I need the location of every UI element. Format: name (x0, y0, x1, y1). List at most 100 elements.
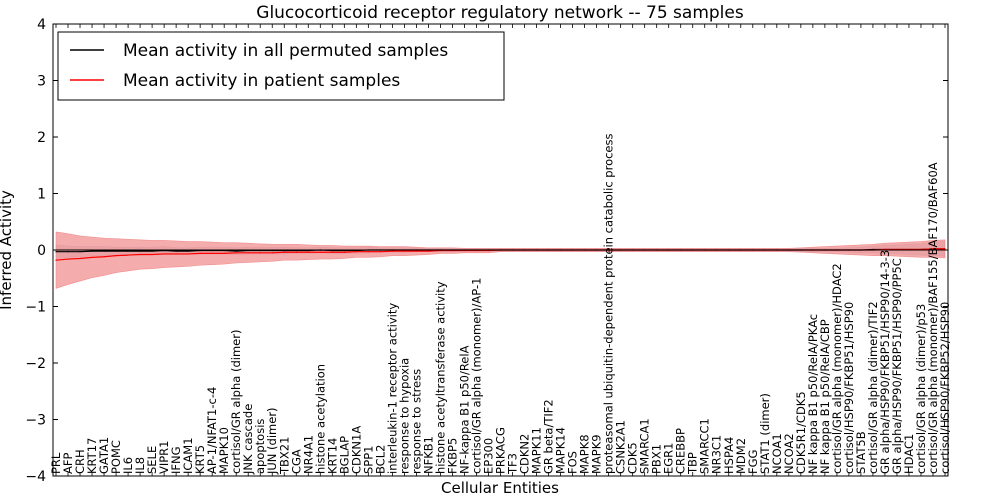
data-point (211, 252, 213, 254)
legend: Mean activity in all permuted samples Me… (57, 31, 505, 101)
x-tick-label: MAPK14 (554, 427, 568, 474)
data-point (259, 252, 261, 254)
x-tick-label: CREBBP (674, 428, 688, 474)
data-point (67, 258, 69, 260)
data-point (932, 248, 934, 250)
x-tick-label: proteasomal ubiquitin-dependent protein … (602, 133, 616, 474)
x-tick-label: STAT1 (dimer) (758, 393, 772, 474)
x-tick-label: FOS (566, 451, 580, 474)
data-point (151, 253, 153, 256)
x-tick-label: interleukin-1 receptor activity (385, 303, 399, 474)
x-tick-label: JNK cascade (241, 404, 255, 475)
x-tick-label: NF kappa B1 p50/RelA/CBP (818, 319, 832, 474)
legend-label-permuted: Mean activity in all permuted samples (123, 41, 448, 61)
data-point (91, 250, 93, 252)
data-point (235, 250, 237, 252)
x-tick-label: MAPK11 (530, 427, 544, 474)
x-tick-label: FGG (746, 450, 760, 474)
x-axis-label: Cellular Entities (441, 479, 559, 497)
y-tick-label: 3 (37, 74, 46, 90)
x-tick-label: PRL (49, 452, 63, 474)
data-point (187, 253, 189, 255)
data-point (187, 250, 189, 252)
x-tick-label: CDKN2 (518, 434, 532, 474)
data-point (223, 252, 225, 254)
data-point (331, 251, 333, 253)
x-tick-label: KRT17 (85, 438, 99, 474)
x-tick-label: cortisol/GR alpha (monomer)/BAF155/BAF17… (926, 162, 940, 474)
x-tick-label: histone acetyltransferase activity (433, 281, 447, 474)
x-tick-label: KRT14 (325, 438, 339, 474)
x-axis: PRLAFPCRHKRT17GATA1POMCIL6IL8SELEVIPR1IF… (49, 24, 952, 476)
data-point (271, 252, 273, 254)
x-tick-label: TF3 (506, 453, 520, 475)
data-point (139, 253, 141, 256)
band-patient (55, 231, 946, 289)
data-point (163, 253, 165, 255)
x-tick-label: MDM2 (734, 438, 748, 474)
x-tick-label: NR3C1 (710, 435, 724, 474)
x-tick-label: MAPK9 (590, 434, 604, 474)
data-point (55, 251, 57, 253)
data-point (55, 259, 57, 261)
x-tick-label: HDAC1 (902, 434, 916, 474)
x-tick-label: cortisol/GR alpha (dimer) (229, 330, 243, 474)
data-point (379, 251, 381, 253)
x-tick-label: NF-kappa B1 p50/RelA (457, 345, 471, 474)
x-tick-label: TBP (686, 452, 700, 475)
data-point (175, 253, 177, 255)
x-tick-label: GATA1 (97, 437, 111, 474)
data-point (415, 250, 418, 252)
x-tick-label: NCOA1 (770, 433, 784, 474)
data-point (343, 251, 345, 253)
x-tick-label: SELE (145, 446, 159, 474)
data-point (175, 250, 177, 252)
y-tick-label: −4 (25, 469, 46, 485)
y-tick-label: 1 (37, 187, 46, 203)
x-tick-label: NF kappa B1 p50/RelA/PKAc (806, 314, 820, 474)
data-point (391, 250, 393, 252)
x-tick-label: MAPK10 (217, 427, 231, 474)
data-point (295, 251, 297, 253)
data-point (427, 250, 430, 252)
x-tick-label: cortisol/GR alpha (monomer)/HDAC2 (830, 263, 844, 474)
data-point (199, 252, 201, 254)
x-tick-label: NCOA2 (782, 433, 796, 474)
x-tick-label: ICAM1 (181, 437, 195, 474)
legend-label-patient: Mean activity in patient samples (123, 71, 400, 91)
x-tick-label: AP-1/NFAT1-c-4 (205, 387, 219, 474)
data-point (115, 255, 117, 257)
y-tick-label: −3 (25, 413, 46, 429)
data-point (367, 251, 369, 253)
x-tick-label: HSPA4 (722, 437, 736, 474)
y-tick-label: 4 (37, 17, 46, 33)
data-point (247, 252, 249, 254)
x-tick-label: IL8 (133, 457, 147, 474)
x-tick-label: CDKN1A (349, 426, 363, 474)
legend-box (57, 31, 505, 101)
data-point (307, 251, 309, 253)
y-axis: −4 −3 −2 −1 0 1 2 3 4 (25, 17, 948, 485)
data-point (235, 252, 237, 254)
x-tick-label: AFP (61, 453, 75, 474)
data-point (355, 251, 357, 253)
x-tick-label: PRKACG (494, 427, 508, 474)
x-tick-label: KRT5 (193, 445, 207, 474)
y-tick-label: 2 (37, 130, 46, 146)
x-tick-label: EP300 (481, 438, 495, 474)
x-tick-label: response to stress (409, 369, 423, 474)
x-tick-label: CDK5R1/CDK5 (794, 391, 808, 474)
x-tick-label: GR beta/TIF2 (542, 399, 556, 474)
x-tick-label: SMARCA1 (638, 418, 652, 474)
x-tick-label: CRH (73, 449, 87, 474)
x-tick-label: JUN (dimer) (265, 407, 279, 475)
x-tick-label: cortisol/GR alpha (dimer)/p53 (914, 304, 928, 474)
data-point (127, 254, 129, 256)
x-tick-label: cortisol/GR alpha (monomer)/AP-1 (469, 278, 483, 474)
x-tick-label: CGA (289, 449, 303, 474)
x-tick-label: IFNG (169, 446, 183, 474)
y-tick-label: 0 (37, 243, 46, 259)
x-tick-label: cortisol/GR alpha (dimer)/TIF2 (866, 301, 880, 474)
x-tick-label: POMC (109, 440, 123, 474)
